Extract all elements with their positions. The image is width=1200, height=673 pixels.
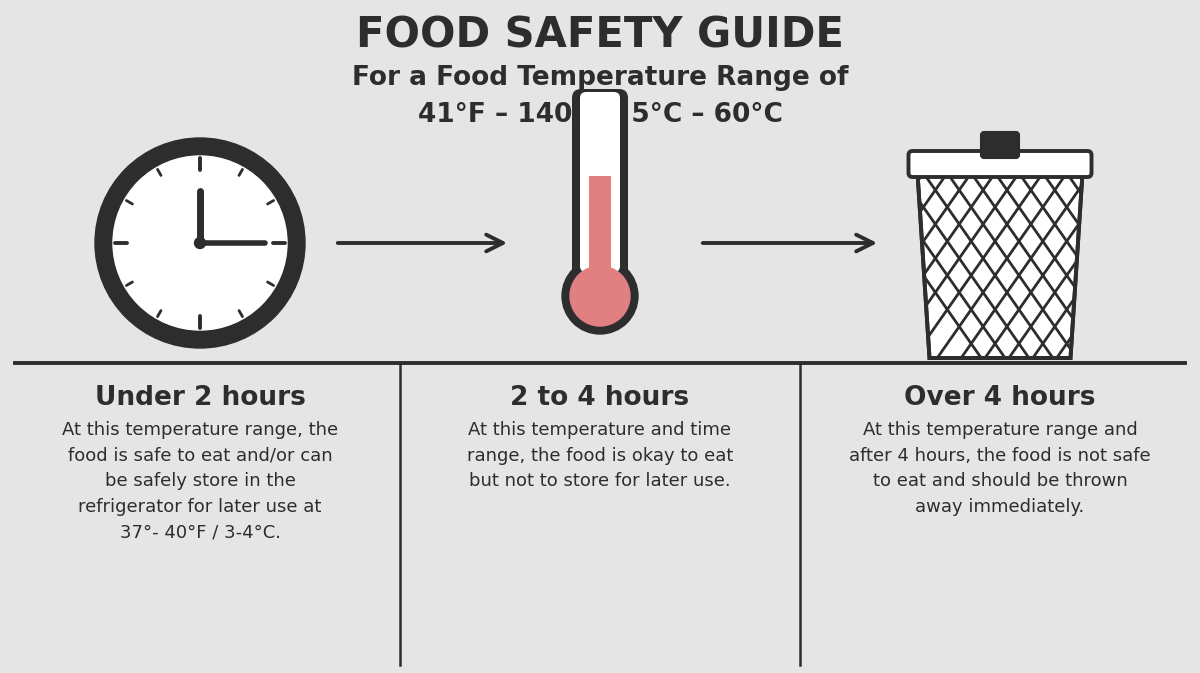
- Text: FOOD SAFETY GUIDE: FOOD SAFETY GUIDE: [356, 14, 844, 56]
- Text: At this temperature range, the
food is safe to eat and/or can
be safely store in: At this temperature range, the food is s…: [62, 421, 338, 542]
- Text: At this temperature range and
after 4 hours, the food is not safe
to eat and sho: At this temperature range and after 4 ho…: [850, 421, 1151, 516]
- Circle shape: [562, 258, 638, 334]
- Text: For a Food Temperature Range of: For a Food Temperature Range of: [352, 65, 848, 91]
- Circle shape: [570, 266, 630, 326]
- Text: Under 2 hours: Under 2 hours: [95, 385, 306, 411]
- Circle shape: [194, 238, 205, 248]
- Circle shape: [95, 138, 305, 348]
- Polygon shape: [918, 173, 1082, 358]
- Circle shape: [113, 156, 287, 330]
- FancyBboxPatch shape: [572, 89, 628, 282]
- FancyBboxPatch shape: [908, 151, 1092, 177]
- Bar: [589, 176, 611, 264]
- FancyBboxPatch shape: [982, 132, 1019, 158]
- Text: Over 4 hours: Over 4 hours: [905, 385, 1096, 411]
- Text: 41°F – 140°F / 5°C – 60°C: 41°F – 140°F / 5°C – 60°C: [418, 102, 782, 128]
- FancyBboxPatch shape: [580, 92, 620, 272]
- Bar: [589, 264, 611, 296]
- Text: 2 to 4 hours: 2 to 4 hours: [510, 385, 690, 411]
- Text: At this temperature and time
range, the food is okay to eat
but not to store for: At this temperature and time range, the …: [467, 421, 733, 491]
